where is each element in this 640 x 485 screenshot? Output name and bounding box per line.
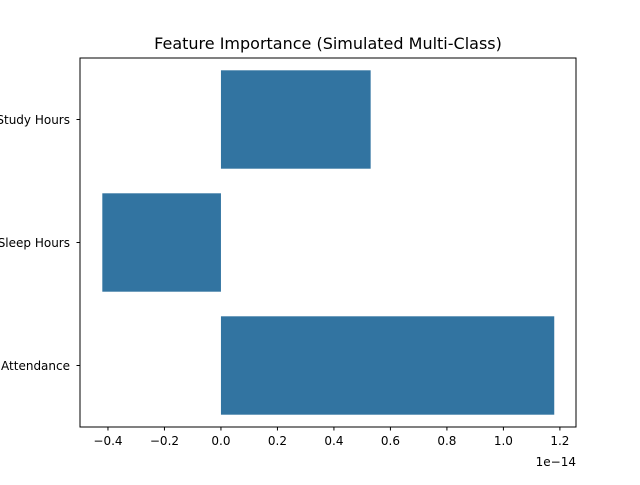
x-tick-label: 0.8	[437, 434, 456, 448]
chart-title: Feature Importance (Simulated Multi-Clas…	[154, 34, 502, 53]
y-tick-label: Sleep Hours	[0, 236, 70, 250]
bar-study-hours	[220, 70, 371, 169]
bars-group	[102, 70, 555, 415]
x-offset-label: 1e−14	[536, 455, 576, 469]
x-axis-ticks: −0.4 −0.2 0.0 0.2 0.4 0.6 0.8 1.0 1.2	[93, 427, 569, 448]
bar-attendance	[220, 316, 555, 415]
plot-frame	[79, 57, 577, 428]
x-tick-label: 1.2	[550, 434, 569, 448]
y-tick-label: Attendance	[1, 359, 70, 373]
x-tick-label: −0.4	[93, 434, 122, 448]
x-tick-label: 0.0	[211, 434, 230, 448]
bar-sleep-hours	[102, 193, 221, 292]
x-tick-label: −0.2	[150, 434, 179, 448]
x-tick-label: 0.2	[268, 434, 287, 448]
y-axis-ticks: Study Hours Sleep Hours Attendance	[0, 113, 80, 373]
x-tick-label: 1.0	[494, 434, 513, 448]
x-tick-label: 0.4	[324, 434, 343, 448]
y-tick-label: Study Hours	[0, 113, 70, 127]
x-tick-label: 0.6	[381, 434, 400, 448]
